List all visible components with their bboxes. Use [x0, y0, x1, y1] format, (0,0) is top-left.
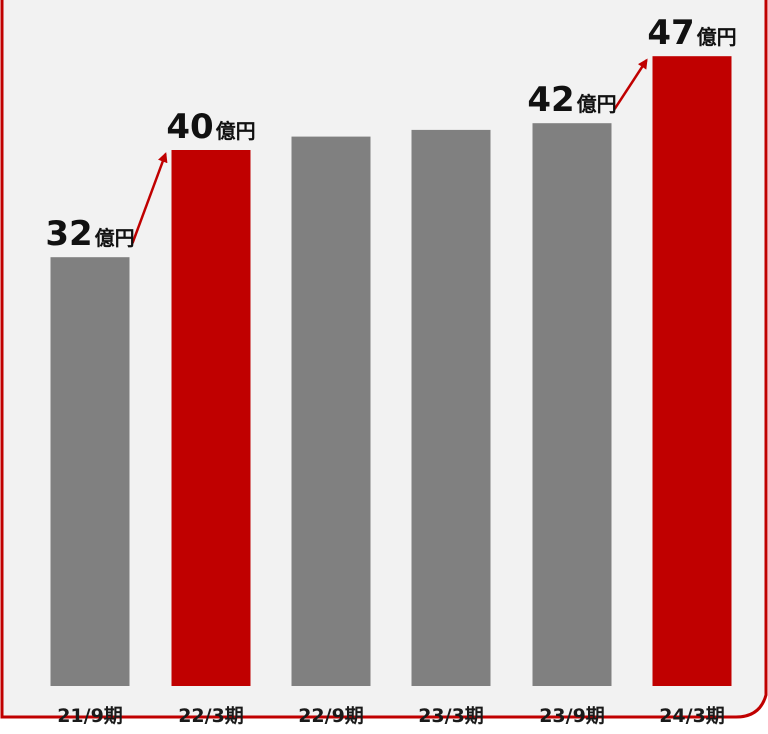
- data-label-5: 47 億円: [647, 13, 736, 53]
- data-label-value: 47: [647, 13, 694, 53]
- bar-2: [291, 136, 371, 687]
- data-label-unit: 億円: [216, 119, 256, 143]
- data-label-unit: 億円: [697, 25, 737, 49]
- bar-0: [50, 257, 130, 686]
- bar-1: [171, 150, 251, 686]
- bar-4: [532, 123, 612, 686]
- data-label-value: 32: [45, 214, 92, 254]
- data-label-value: 42: [527, 80, 574, 120]
- data-label-value: 40: [166, 107, 213, 147]
- growth-arrow-0: [131, 152, 168, 244]
- x-tick-label-3: 23/3期: [418, 705, 484, 727]
- bar-5: [652, 56, 732, 686]
- bar-3: [411, 129, 491, 686]
- x-tick-label-1: 22/3期: [178, 705, 244, 727]
- bars-layer: [50, 56, 732, 687]
- data-label-0: 32 億円: [45, 214, 134, 254]
- x-tick-label-4: 23/9期: [539, 705, 605, 727]
- data-label-unit: 億円: [577, 92, 617, 116]
- data-label-4: 42 億円: [527, 80, 616, 120]
- growth-arrow-1: [613, 58, 648, 110]
- x-axis-ticks: 21/9期 22/3期 22/9期 23/3期 23/9期 24/3期: [57, 705, 725, 727]
- x-tick-label-5: 24/3期: [659, 705, 725, 727]
- data-label-1: 40 億円: [166, 107, 255, 147]
- x-tick-label-2: 22/9期: [298, 705, 364, 727]
- arrows-layer: [131, 58, 648, 244]
- data-label-unit: 億円: [95, 226, 135, 250]
- x-tick-label-0: 21/9期: [57, 705, 123, 727]
